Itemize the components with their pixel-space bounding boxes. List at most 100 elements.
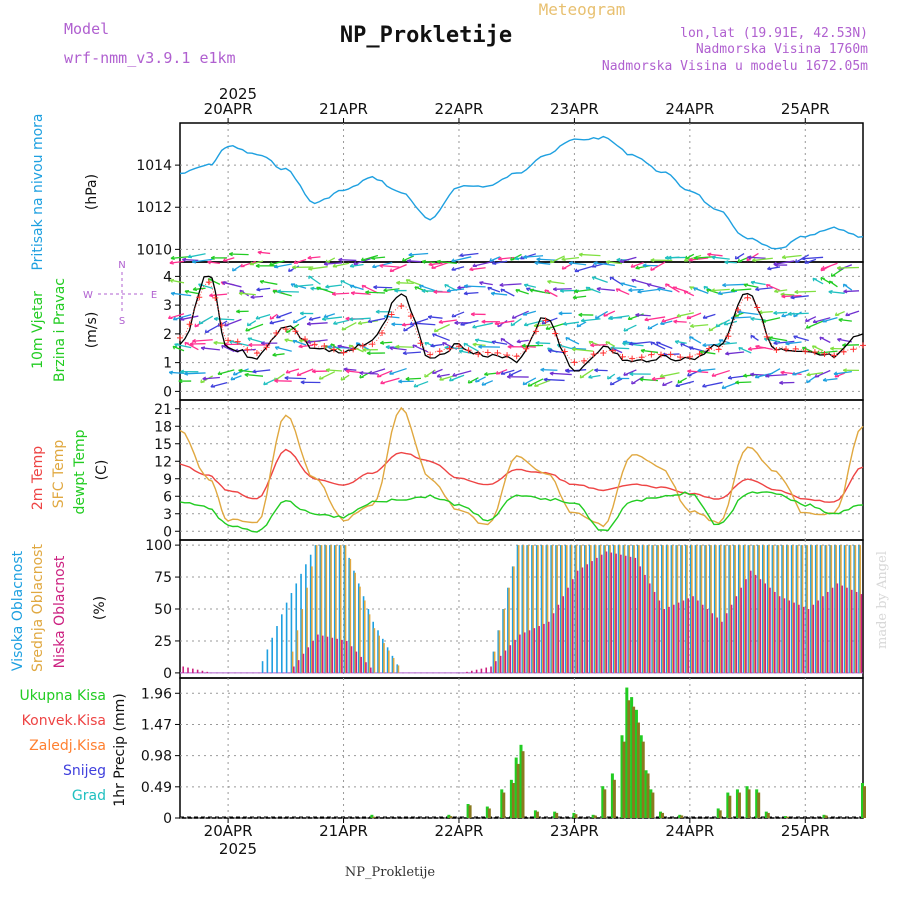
precip-bar <box>661 813 664 818</box>
cloud-bar <box>822 596 824 673</box>
cloud-bar <box>317 635 319 673</box>
wind-arrow <box>575 266 593 271</box>
wind-arrow <box>188 254 206 257</box>
cloud-bar <box>271 638 273 673</box>
wind-gust-marker <box>408 313 414 319</box>
cloud-bar <box>534 628 536 673</box>
wind-arrow <box>277 291 299 292</box>
cloud-bar <box>374 628 376 673</box>
wind-gust-marker <box>177 335 183 341</box>
wind-arrow <box>297 369 313 375</box>
bottom-day-tick: 21APR <box>319 822 368 840</box>
wind-gust-marker <box>485 349 491 355</box>
wind-arrow <box>722 383 737 389</box>
cloud-bar <box>490 667 492 673</box>
precip-bar <box>757 793 760 818</box>
cloud-bar <box>721 622 723 673</box>
model-label: Model <box>64 20 109 38</box>
grid-lines <box>180 123 863 818</box>
cloud-bar <box>639 566 641 672</box>
cloud-bar <box>659 600 661 672</box>
cloud-bar <box>687 598 689 673</box>
model-name: wrf-nmm_v3.9.1 e1km <box>64 49 236 67</box>
cloud-bar <box>267 649 269 672</box>
cloud-bar <box>332 638 334 673</box>
wind-arrow <box>342 323 356 331</box>
temp-line-2 <box>180 408 863 527</box>
precip-bar <box>647 773 650 818</box>
wind-gust-marker <box>716 346 722 352</box>
wind-arrow <box>433 334 450 341</box>
wind-arrow <box>277 312 292 318</box>
meteogram-label: Meteogram <box>539 0 626 19</box>
cloud-bar <box>841 586 843 673</box>
cloud-bar <box>788 600 790 672</box>
wind-arrow <box>735 382 751 383</box>
wind-arrow <box>464 286 485 287</box>
ytick-label: 3 <box>163 298 172 314</box>
wind-gust-marker <box>571 359 577 365</box>
pressure-panel: Pritisak na nivou mora (hPa) 10101012101… <box>30 113 863 270</box>
wind-arrow <box>645 317 665 320</box>
wind-gust-marker <box>273 330 279 336</box>
cloud-bar <box>383 643 385 673</box>
cloud-bar <box>779 596 781 673</box>
wind-gust-line <box>180 282 863 362</box>
cloud-bar <box>683 600 685 672</box>
ytick-label: 25 <box>154 634 172 650</box>
cloud-bar <box>745 579 747 673</box>
cloud-bar <box>808 609 810 673</box>
wind-gust-marker <box>244 347 250 353</box>
wind-arrow <box>214 319 234 320</box>
cloud-bar <box>281 614 283 673</box>
bottom-year-label: 2025 <box>219 840 257 858</box>
wind-gust-marker <box>562 349 568 355</box>
cloud-bar <box>610 553 612 673</box>
precip-bar <box>574 814 577 818</box>
wind-arrow <box>822 263 837 269</box>
cloud-bar <box>471 671 473 673</box>
precip-bar <box>651 793 654 818</box>
precip-bar <box>637 723 640 818</box>
cloud-bar <box>832 588 834 673</box>
cloud-bar <box>346 641 348 673</box>
cloud-bar <box>562 596 564 673</box>
cloud-bar <box>601 555 603 673</box>
ytick-label: 1.47 <box>141 717 172 733</box>
cloud-bar <box>505 651 507 673</box>
compass-west: W <box>83 290 93 301</box>
wind-arrow <box>171 293 191 295</box>
precip-bar <box>594 815 597 818</box>
precip-bar <box>863 786 866 818</box>
wind-direction-arrows <box>168 251 859 388</box>
wind-arrow <box>766 285 780 291</box>
precip-bar <box>728 796 731 818</box>
ytick-label: 12 <box>154 454 172 470</box>
cloud-bar <box>827 592 829 673</box>
lonlat-label: lon,lat (19.91E, 42.53N) <box>680 26 868 41</box>
footer-station: NP_Prokletije <box>345 865 436 880</box>
top-day-tick: 21APR <box>319 100 368 118</box>
wind-gust-marker <box>437 348 443 354</box>
wind-arrow <box>184 373 205 374</box>
temp-unit: (C) <box>94 460 110 481</box>
cloud-bar <box>351 646 353 673</box>
cloud-bar <box>856 592 858 673</box>
cloud-bar <box>192 669 194 673</box>
station-title: NP_Prokletije <box>340 23 512 48</box>
wind-arrow <box>788 313 809 314</box>
ytick-label: 1 <box>163 356 172 372</box>
legend-total: Ukupna Kisa <box>19 688 106 704</box>
cloud-bar <box>731 605 733 673</box>
cloud-bar <box>736 596 738 673</box>
legend-snow: Snijeg <box>63 763 106 779</box>
cloud-bar <box>312 641 314 673</box>
wind-arrow <box>544 379 565 380</box>
wind-arrow <box>837 268 859 269</box>
panel-frames <box>180 123 863 818</box>
wind-gust-marker <box>254 350 260 356</box>
cloud-bar <box>774 592 776 673</box>
cloud-bar <box>846 588 848 673</box>
wind-arrow <box>660 373 679 377</box>
ytick-label: 6 <box>163 489 172 505</box>
